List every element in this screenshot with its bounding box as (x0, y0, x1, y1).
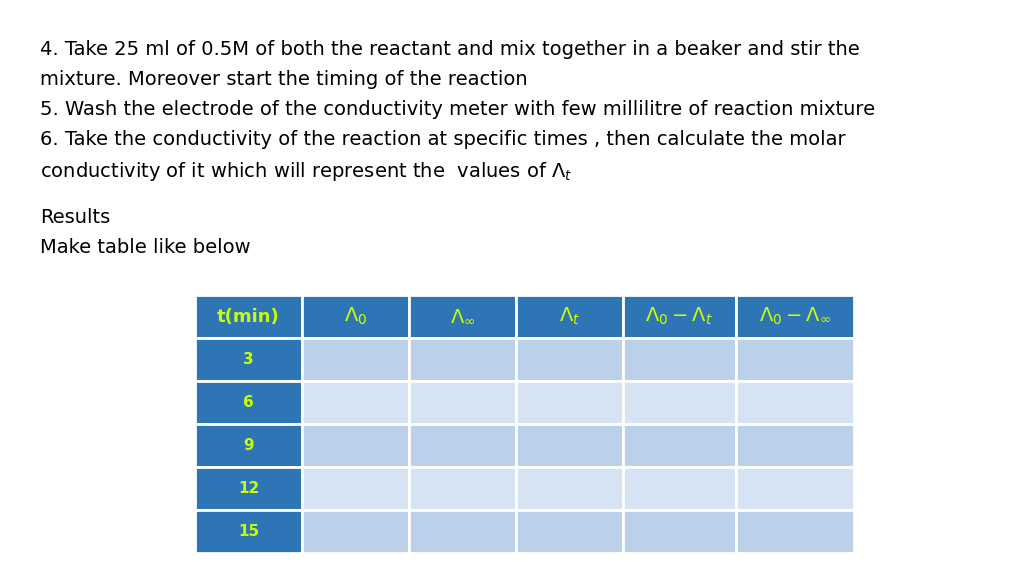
Text: $\Lambda_0$: $\Lambda_0$ (344, 306, 368, 327)
Bar (195, 295, 302, 338)
Bar (516, 424, 623, 467)
Bar (623, 295, 736, 338)
Bar (736, 467, 854, 510)
Bar (409, 295, 516, 338)
Bar (736, 338, 854, 381)
Bar (623, 381, 736, 424)
Bar (302, 381, 409, 424)
Bar (195, 338, 302, 381)
Bar (623, 467, 736, 510)
Text: 4. Take 25 ml of 0.5M of both the reactant and mix together in a beaker and stir: 4. Take 25 ml of 0.5M of both the reacta… (40, 40, 860, 59)
Text: 6. Take the conductivity of the reaction at specific times , then calculate the : 6. Take the conductivity of the reaction… (40, 130, 846, 149)
Text: $\Lambda_0 - \Lambda_\infty$: $\Lambda_0 - \Lambda_\infty$ (759, 306, 831, 327)
Bar (409, 424, 516, 467)
Bar (736, 295, 854, 338)
Text: mixture. Moreover start the timing of the reaction: mixture. Moreover start the timing of th… (40, 70, 527, 89)
Bar (195, 510, 302, 553)
Text: Results: Results (40, 208, 111, 227)
Text: Make table like below: Make table like below (40, 238, 251, 257)
Bar (623, 424, 736, 467)
Text: $\Lambda_t$: $\Lambda_t$ (559, 306, 581, 327)
Bar (516, 381, 623, 424)
Text: 3: 3 (243, 352, 254, 367)
Bar (195, 381, 302, 424)
Bar (736, 510, 854, 553)
Bar (736, 424, 854, 467)
Text: 6: 6 (243, 395, 254, 410)
Bar (195, 467, 302, 510)
Text: 15: 15 (238, 524, 259, 539)
Text: 9: 9 (243, 438, 254, 453)
Text: $\Lambda_0 - \Lambda_t$: $\Lambda_0 - \Lambda_t$ (645, 306, 714, 327)
Bar (516, 467, 623, 510)
Bar (302, 295, 409, 338)
Bar (623, 338, 736, 381)
Bar (409, 467, 516, 510)
Bar (302, 467, 409, 510)
Text: t(min): t(min) (217, 308, 280, 325)
Text: $\Lambda_\infty$: $\Lambda_\infty$ (450, 307, 475, 326)
Text: 12: 12 (238, 481, 259, 496)
Bar (195, 424, 302, 467)
Bar (736, 381, 854, 424)
Bar (516, 338, 623, 381)
Bar (302, 424, 409, 467)
Bar (409, 338, 516, 381)
Bar (302, 510, 409, 553)
Bar (516, 510, 623, 553)
Bar (409, 510, 516, 553)
Bar (516, 295, 623, 338)
Bar (623, 510, 736, 553)
Text: 5. Wash the electrode of the conductivity meter with few millilitre of reaction : 5. Wash the electrode of the conductivit… (40, 100, 876, 119)
Text: conductivity of it which will represent the  values of $\Lambda_t$: conductivity of it which will represent … (40, 160, 572, 183)
Bar (302, 338, 409, 381)
Bar (409, 381, 516, 424)
